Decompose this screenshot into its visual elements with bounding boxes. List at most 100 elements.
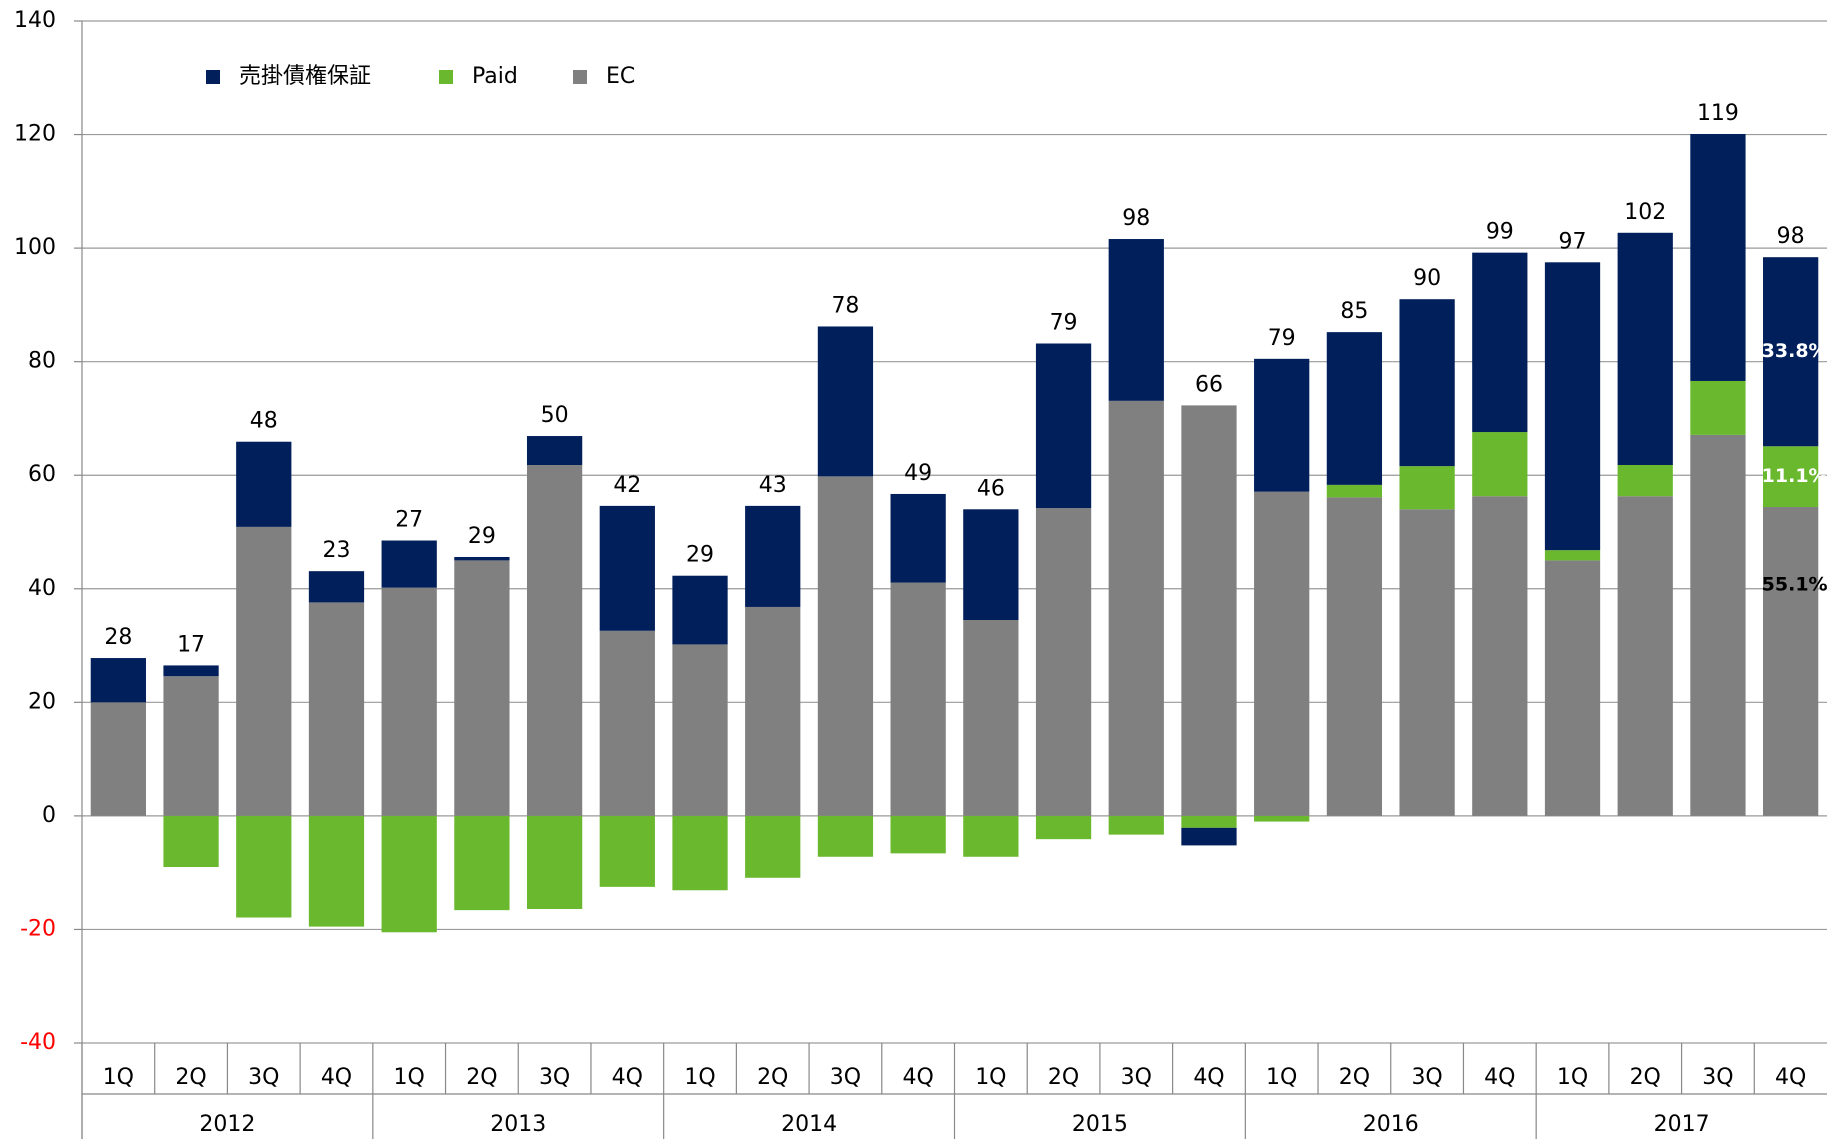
bar-segment <box>1181 827 1237 846</box>
x-tick-label: 1Q <box>1557 1065 1588 1090</box>
bar-segment <box>1326 497 1383 816</box>
legend-label: 売掛債権保証 <box>239 64 371 89</box>
year-label: 2016 <box>1363 1112 1419 1137</box>
total-label: 66 <box>1195 372 1223 397</box>
total-label: 43 <box>759 473 787 498</box>
bar-segment <box>1326 332 1383 485</box>
bar-segment <box>1254 358 1310 492</box>
segment-label: 11.1% <box>1762 465 1827 487</box>
bar-segment <box>381 815 437 933</box>
bar-segment <box>1472 432 1528 497</box>
x-tick-label: 1Q <box>1266 1065 1297 1090</box>
bar-segment <box>1617 496 1673 816</box>
year-label: 2015 <box>1072 1112 1128 1137</box>
x-tick-label: 4Q <box>902 1065 933 1090</box>
bar-segment <box>1181 405 1237 816</box>
total-label: 102 <box>1624 200 1666 225</box>
x-tick-label: 2Q <box>1048 1065 1079 1090</box>
bar-segment <box>1690 380 1746 435</box>
bar-segment <box>1763 257 1819 447</box>
x-tick-label: 2Q <box>757 1065 788 1090</box>
total-label: 29 <box>686 543 714 568</box>
x-tick-label: 4Q <box>1775 1065 1806 1090</box>
x-tick-label: 2Q <box>175 1065 206 1090</box>
bar-segment <box>454 815 510 911</box>
bar-segment <box>817 815 874 857</box>
bar-segment <box>308 571 365 603</box>
bar-segment <box>1035 343 1092 509</box>
x-tick-label: 1Q <box>103 1065 134 1090</box>
total-label: 28 <box>104 625 132 650</box>
bar-segment <box>1108 815 1164 835</box>
bar-segment <box>526 815 583 910</box>
bar-segment <box>90 658 146 703</box>
total-label: 98 <box>1777 224 1805 249</box>
bar-segment <box>599 505 655 631</box>
bar-segment <box>745 815 801 878</box>
bar-segment <box>1617 232 1673 466</box>
total-label: 119 <box>1697 101 1739 126</box>
bar-segment <box>745 606 801 816</box>
bar-segment <box>963 815 1019 857</box>
bar-segment <box>1399 509 1455 816</box>
y-tick-label: 140 <box>14 8 56 33</box>
bar-segment <box>1544 560 1601 816</box>
bar-segment <box>1544 262 1601 551</box>
bar-segment <box>1181 815 1237 828</box>
total-label: 99 <box>1486 220 1514 245</box>
y-tick-label: 20 <box>28 689 56 714</box>
segment-label: 33.8% <box>1762 340 1827 362</box>
bar-segment <box>890 582 946 816</box>
bar-segment <box>672 575 728 645</box>
total-label: 29 <box>468 524 496 549</box>
total-label: 46 <box>977 476 1005 501</box>
bar-segment <box>599 630 655 816</box>
total-label: 97 <box>1559 229 1587 254</box>
bar-segment <box>1035 815 1092 840</box>
bar-segment <box>1763 507 1819 816</box>
total-label: 50 <box>541 403 569 428</box>
x-tick-label: 4Q <box>1484 1065 1515 1090</box>
bar-segment <box>236 526 292 816</box>
total-label: 79 <box>1050 310 1078 335</box>
total-label: 98 <box>1122 206 1150 231</box>
bar-segment <box>454 556 510 561</box>
y-tick-label: 60 <box>28 462 56 487</box>
bar-segment <box>817 476 874 816</box>
bar-segment <box>1472 252 1528 433</box>
bar-segment <box>381 587 437 816</box>
bar-segment <box>163 676 219 816</box>
y-tick-label: -40 <box>20 1030 56 1055</box>
bar-segment <box>236 815 292 918</box>
x-tick-label: 3Q <box>248 1065 279 1090</box>
x-tick-label: 3Q <box>1702 1065 1733 1090</box>
bar-segment <box>1399 466 1455 510</box>
bar-segment <box>1690 434 1746 816</box>
total-label: 17 <box>177 632 205 657</box>
x-tick-label: 3Q <box>830 1065 861 1090</box>
total-label: 85 <box>1340 299 1368 324</box>
bar-segment <box>1399 299 1455 467</box>
total-label: 90 <box>1413 266 1441 291</box>
total-label: 78 <box>831 293 859 318</box>
total-label: 27 <box>395 508 423 533</box>
bar-segment <box>1690 133 1746 381</box>
x-tick-label: 3Q <box>1411 1065 1442 1090</box>
total-label: 49 <box>904 461 932 486</box>
bar-segment <box>672 644 728 816</box>
bar-segment <box>308 815 365 927</box>
x-tick-label: 1Q <box>684 1065 715 1090</box>
segment-label: 55.1% <box>1762 573 1827 595</box>
total-label: 79 <box>1268 326 1296 351</box>
bar-segment <box>90 702 146 816</box>
legend-swatch <box>573 70 587 84</box>
legend-label: Paid <box>472 64 518 89</box>
bar-segment <box>526 465 583 816</box>
y-tick-label: 80 <box>28 349 56 374</box>
x-tick-label: 3Q <box>1121 1065 1152 1090</box>
x-tick-label: 4Q <box>612 1065 643 1090</box>
bar-segment <box>1763 446 1819 508</box>
total-label: 42 <box>613 473 641 498</box>
bar-segment <box>454 560 510 816</box>
bar-segment <box>1108 400 1164 816</box>
